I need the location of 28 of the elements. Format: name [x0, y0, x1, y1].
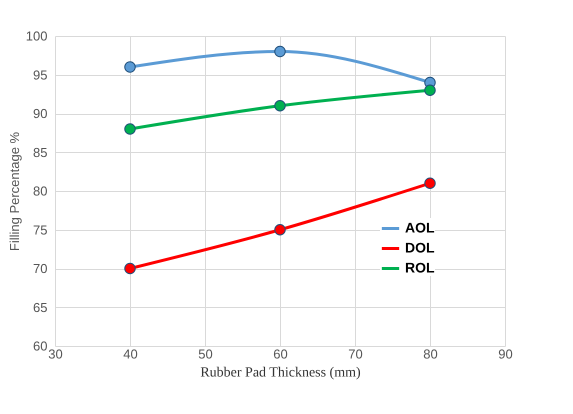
x-tick-label: 90	[498, 346, 513, 362]
x-tick-label: 50	[198, 346, 213, 362]
point	[274, 224, 286, 236]
point	[274, 46, 286, 58]
legend-label: AOL	[405, 220, 435, 236]
x-tick-label: 80	[423, 346, 438, 362]
y-tick-label: 100	[26, 28, 48, 44]
legend-label: ROL	[405, 260, 435, 276]
y-axis-title: Filling Percentage %	[6, 131, 22, 252]
point	[424, 178, 436, 189]
point	[424, 84, 436, 96]
y-tick-label: 80	[33, 184, 48, 198]
x-axis-title: Rubber Pad Thickness (mm)	[200, 366, 361, 380]
y-tick-label: 90	[33, 106, 48, 121]
y-tick-label: 75	[33, 222, 48, 238]
y-tick-label: 70	[33, 261, 48, 276]
y-tick-label: 95	[33, 67, 48, 82]
x-tick-label: 30	[48, 346, 63, 362]
x-tick-label: 40	[123, 346, 138, 362]
x-tick-label: 60	[273, 346, 288, 362]
point	[124, 262, 136, 274]
y-tick-label: 85	[33, 144, 48, 160]
legend-label: DOL	[405, 240, 435, 256]
point	[274, 100, 286, 112]
point	[124, 61, 136, 73]
y-tick-label: 65	[33, 300, 48, 315]
x-tick-label: 70	[348, 346, 363, 362]
point	[124, 123, 136, 135]
